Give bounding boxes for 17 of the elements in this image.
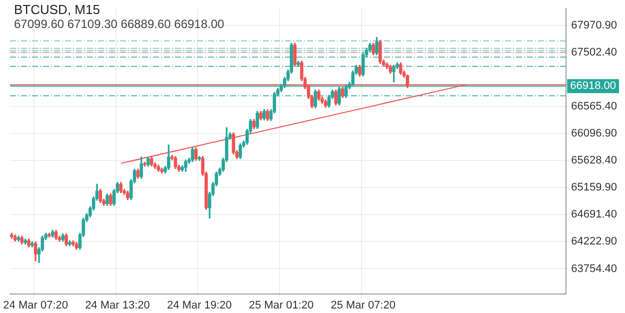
text: 67099.60 67109.30 66889.60 66918.00 [14, 17, 225, 31]
x-tick-label: 24 Mar 19:20 [166, 299, 232, 312]
y-tick-label: 67970.90 [571, 19, 618, 32]
y-tick-label: 64691.40 [571, 208, 618, 221]
x-tick-label: 25 Mar 07:20 [330, 299, 396, 312]
y-tick-label: 65159.90 [571, 182, 618, 194]
y-tick-label: 63754.40 [571, 262, 618, 275]
y-tick-label: 66565.40 [571, 100, 618, 112]
x-tick-label: 24 Mar 13:20 [85, 299, 150, 312]
y-tick-label: 64222.90 [571, 236, 618, 248]
chart-title: BTCUSD, M15 [14, 2, 100, 17]
y-tick-label: 65628.40 [571, 154, 618, 167]
y-tick-label: 67502.40 [571, 46, 618, 58]
y-tick-label: 66096.90 [571, 128, 618, 140]
x-tick-label: 25 Mar 01:20 [248, 299, 314, 312]
ref-line-label: 66918.00 [570, 80, 616, 92]
x-tick-label: 24 Mar 07:20 [3, 299, 68, 312]
